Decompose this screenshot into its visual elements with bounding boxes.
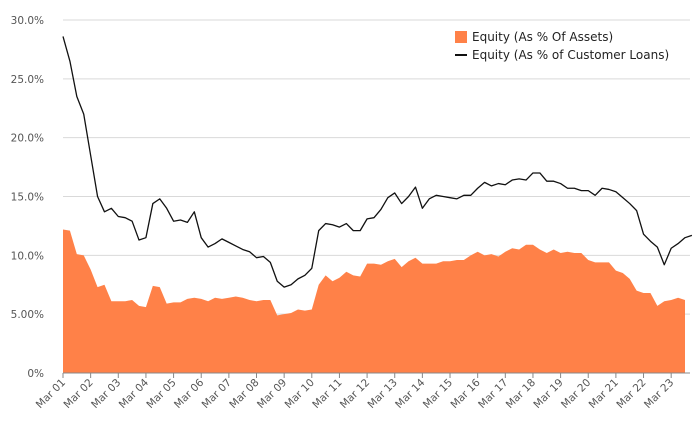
x-tick-label: Mar 23 — [642, 377, 676, 411]
x-tick-label: Mar 18 — [504, 377, 538, 411]
x-tick-label: Mar 12 — [338, 377, 372, 411]
y-tick-label: 20.0% — [11, 133, 44, 145]
x-tick-label: Mar 07 — [200, 377, 234, 411]
y-tick-label: 30.0% — [11, 15, 44, 27]
x-tick-label: Mar 08 — [227, 377, 261, 411]
y-axis-ticks: 0% 5.00% 10.0% 15.0% 20.0% 25.0% 30.0% — [11, 15, 44, 380]
x-tick-label: Mar 11 — [310, 377, 344, 411]
legend-label-equity-loans: Equity (As % of Customer Loans) — [472, 48, 669, 62]
x-tick-label: Mar 02 — [61, 377, 95, 411]
x-tick-label: Mar 03 — [89, 377, 123, 411]
y-tick-label: 10.0% — [11, 250, 44, 262]
area-equity-assets — [63, 229, 685, 373]
x-tick-label: Mar 22 — [614, 377, 648, 411]
x-tick-label: Mar 06 — [172, 376, 207, 411]
y-tick-label: 0% — [27, 368, 44, 380]
x-tick-label: Mar 19 — [531, 377, 565, 411]
x-tick-label: Mar 04 — [117, 376, 152, 411]
y-tick-label: 25.0% — [11, 74, 44, 86]
x-tick-label: Mar 15 — [421, 377, 455, 411]
y-tick-label: 5.00% — [11, 309, 44, 321]
x-tick-label: Mar 01 — [34, 377, 68, 411]
x-tick-label: Mar 21 — [587, 377, 621, 411]
line-equity-loans — [62, 36, 693, 288]
x-tick-label: Mar 17 — [476, 377, 510, 411]
x-tick-label: Mar 05 — [144, 377, 178, 411]
x-tick-label: Mar 09 — [255, 377, 289, 411]
legend-swatch-equity-assets — [455, 31, 467, 43]
x-tick-label: Mar 10 — [283, 377, 317, 411]
x-tick-label: Mar 14 — [393, 376, 428, 411]
x-tick-label: Mar 16 — [448, 376, 483, 411]
legend-label-equity-assets: Equity (As % Of Assets) — [472, 30, 613, 44]
legend: Equity (As % Of Assets) Equity (As % of … — [455, 30, 669, 62]
x-tick-label: Mar 20 — [559, 377, 593, 411]
y-tick-label: 15.0% — [11, 192, 44, 204]
series-layer — [62, 36, 693, 373]
x-tick-label: Mar 13 — [366, 377, 400, 411]
